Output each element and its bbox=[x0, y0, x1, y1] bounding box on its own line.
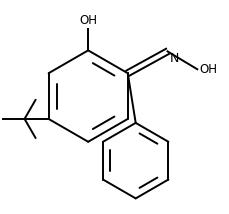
Text: OH: OH bbox=[79, 13, 97, 27]
Text: N: N bbox=[169, 52, 178, 65]
Text: OH: OH bbox=[198, 63, 216, 76]
